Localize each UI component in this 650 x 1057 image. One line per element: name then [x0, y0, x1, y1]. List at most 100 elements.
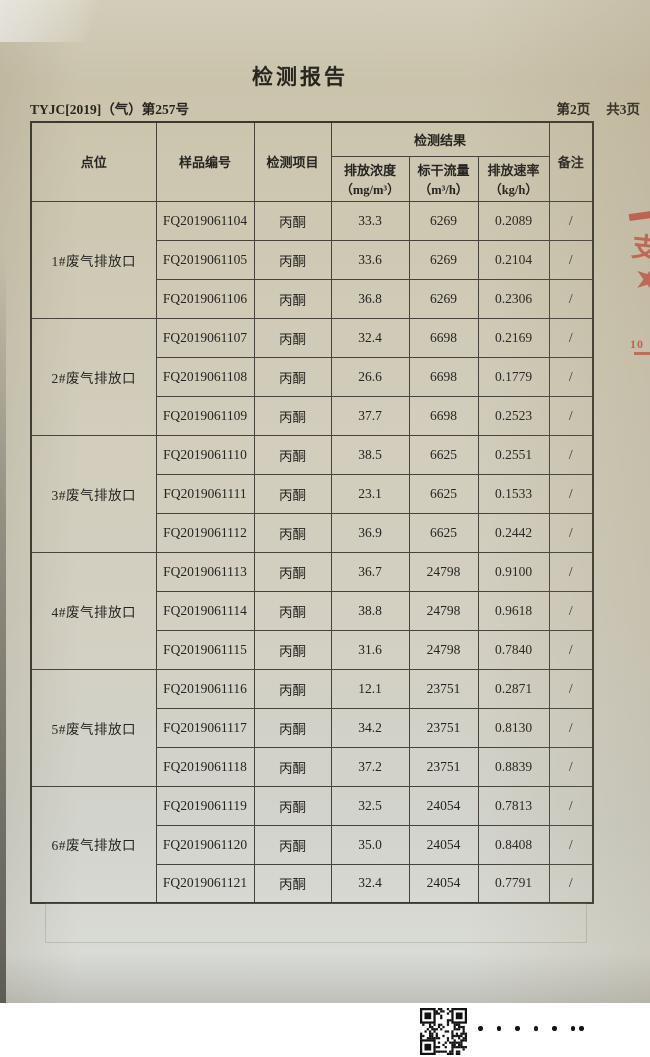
item-cell: 丙酮 — [253, 863, 332, 904]
conc-cell: 36.8 — [330, 278, 410, 319]
col-header-flow-unit: （m³/h） — [418, 182, 469, 197]
conc-cell: 38.8 — [330, 590, 410, 631]
rate-cell: 0.2169 — [477, 317, 550, 358]
flow-cell: 24054 — [408, 824, 479, 865]
conc-cell: 36.7 — [330, 551, 410, 592]
item-cell: 丙酮 — [253, 239, 332, 280]
doc-number: TYJC[2019]（气）第257号 — [30, 102, 189, 117]
table-row: 2#废气排放口 FQ2019061107 丙酮 32.4 6698 0.2169… — [30, 317, 594, 436]
item-cell: 丙酮 — [253, 551, 332, 592]
flow-cell: 6625 — [408, 434, 479, 475]
sample-cell: FQ2019061118 — [155, 746, 255, 787]
stamp-character: （ — [634, 304, 650, 336]
dot — [533, 1026, 538, 1031]
table-row: FQ2019061121 丙酮 32.4 24054 0.7791 / — [31, 863, 594, 904]
remark-cell: / — [548, 707, 594, 748]
flow-cell: 6625 — [408, 512, 479, 553]
dot — [579, 1026, 584, 1031]
flow-cell: 24054 — [408, 863, 479, 904]
remark-cell: / — [548, 746, 594, 787]
col-header-sample: 样品编号 — [155, 121, 255, 202]
item-cell: 丙酮 — [253, 278, 332, 319]
dot — [552, 1026, 557, 1031]
dot-row — [478, 1026, 584, 1031]
sample-cell: FQ2019061114 — [155, 590, 255, 631]
col-header-concentration-label: 排放浓度 — [343, 162, 396, 178]
rate-cell: 0.8408 — [477, 824, 550, 865]
conc-cell: 35.0 — [330, 824, 410, 865]
sample-cell: FQ2019061117 — [155, 707, 255, 748]
table-row: FQ2019061106 丙酮 36.8 6269 0.2306 / — [31, 278, 594, 319]
sample-cell: FQ2019061111 — [155, 473, 255, 514]
page-indicator: 第2页 共3页 — [541, 98, 641, 118]
rate-cell: 0.8839 — [477, 746, 550, 787]
rate-cell: 0.1779 — [477, 356, 550, 397]
page-impression-mark — [45, 903, 587, 943]
col-header-item: 检测项目 — [253, 121, 332, 202]
sample-cell: FQ2019061104 — [155, 200, 255, 241]
table-row: FQ2019061117 丙酮 34.2 23751 0.8130 / — [31, 707, 594, 748]
conc-cell: 38.5 — [330, 434, 410, 475]
rate-cell: 0.2089 — [477, 200, 550, 241]
sample-cell: FQ2019061113 — [155, 551, 255, 592]
sample-cell: FQ2019061116 — [155, 668, 255, 709]
rate-cell: 0.2442 — [477, 512, 550, 553]
rate-cell: 0.2523 — [477, 395, 550, 436]
flow-cell: 24798 — [408, 551, 479, 592]
remark-cell: / — [548, 824, 594, 865]
conc-cell: 32.4 — [330, 317, 410, 358]
flow-cell: 6269 — [408, 278, 479, 319]
conc-cell: 23.1 — [330, 473, 410, 514]
col-header-rate-label: 排放速率 — [487, 162, 540, 178]
table-row: 4#废气排放口 FQ2019061113 丙酮 36.7 24798 0.910… — [30, 551, 594, 670]
rate-cell: 0.2871 — [477, 668, 550, 709]
remark-cell: / — [548, 356, 594, 397]
conc-cell: 32.5 — [330, 785, 410, 826]
item-cell: 丙酮 — [253, 356, 332, 397]
rate-cell: 0.8130 — [477, 707, 550, 748]
remark-cell: / — [548, 590, 594, 631]
page-title: 检测报告 — [252, 65, 348, 89]
rate-cell: 0.2306 — [477, 278, 550, 319]
flow-cell: 6698 — [408, 317, 479, 358]
remark-cell: / — [548, 278, 594, 319]
stamp-digits: 10 — [630, 337, 644, 351]
col-header-concentration: 排放浓度 （mg/m³） — [330, 155, 410, 202]
rate-cell: 0.2551 — [477, 434, 550, 475]
item-cell: 丙酮 — [253, 824, 332, 865]
item-cell: 丙酮 — [253, 707, 332, 748]
page-corner-fold — [0, 0, 150, 42]
conc-cell: 33.6 — [330, 239, 410, 280]
item-cell: 丙酮 — [253, 746, 332, 787]
point-cell: 5#废气排放口 — [30, 668, 157, 787]
col-header-concentration-unit: （mg/m³） — [340, 182, 400, 197]
remark-cell: / — [548, 551, 594, 592]
qr-code — [420, 1008, 467, 1055]
conc-cell: 34.2 — [330, 707, 410, 748]
item-cell: 丙酮 — [253, 395, 332, 436]
stamp-bar — [628, 209, 650, 222]
item-cell: 丙酮 — [253, 590, 332, 631]
page-total: 共3页 — [606, 102, 640, 117]
remark-cell: / — [548, 629, 594, 670]
remark-cell: / — [548, 317, 594, 358]
remark-cell: / — [548, 434, 594, 475]
meta-row: TYJC[2019]（气）第257号 第2页 共3页 — [30, 98, 640, 118]
sample-cell: FQ2019061105 — [155, 239, 255, 280]
dot — [496, 1026, 501, 1031]
remark-cell: / — [548, 200, 594, 241]
sample-cell: FQ2019061121 — [155, 863, 255, 904]
conc-cell: 26.6 — [330, 356, 410, 397]
item-cell: 丙酮 — [253, 317, 332, 358]
item-cell: 丙酮 — [253, 200, 332, 241]
conc-cell: 37.2 — [330, 746, 410, 787]
table-row: 5#废气排放口 FQ2019061116 丙酮 12.1 23751 0.287… — [30, 668, 594, 787]
rate-cell: 0.1533 — [477, 473, 550, 514]
table-row: 3#废气排放口 FQ2019061110 丙酮 38.5 6625 0.2551… — [30, 434, 594, 553]
table-row: FQ2019061109 丙酮 37.7 6698 0.2523 / — [31, 395, 594, 436]
remark-cell: / — [548, 473, 594, 514]
item-cell: 丙酮 — [253, 629, 332, 670]
remark-cell: / — [548, 785, 594, 826]
conc-cell: 36.9 — [330, 512, 410, 553]
sample-cell: FQ2019061107 — [155, 317, 255, 358]
